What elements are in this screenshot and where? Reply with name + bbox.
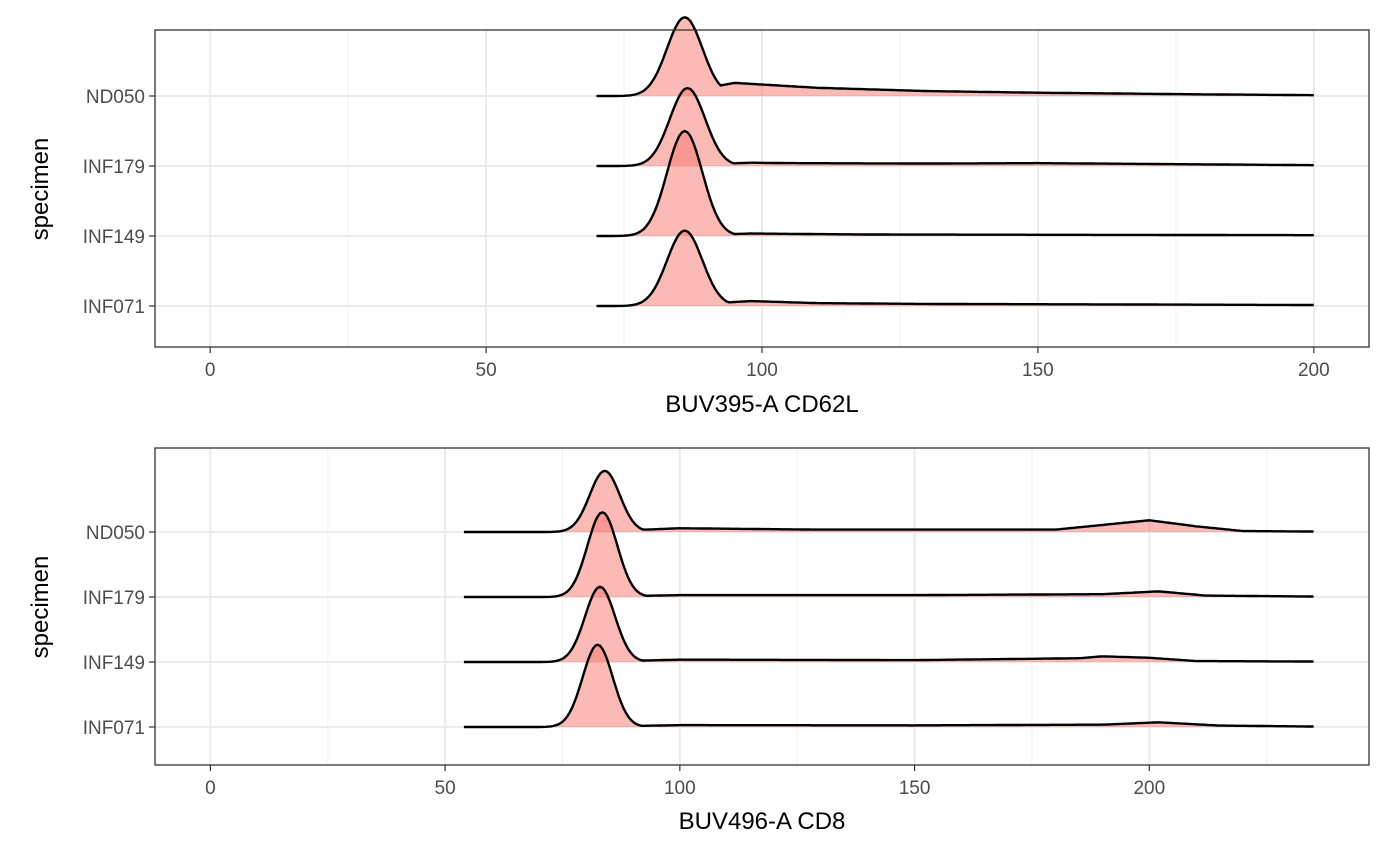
x-tick-label: 100	[746, 360, 778, 381]
panel-border	[154, 29, 1370, 348]
ridgeline-panel-cd8: 0 50 100 150 200 INF071 INF149 INF179 ND050 BUV4…	[27, 447, 1370, 835]
ridge-fill-inf149	[596, 131, 1314, 236]
x-tick-label: 200	[1298, 360, 1330, 381]
x-tick-label: 0	[205, 360, 216, 381]
y-tick-label-nd050: ND050	[86, 523, 145, 544]
x-axis-title: BUV496-A CD8	[679, 808, 846, 835]
ridgeline-panel-cd62l: 0 50 100 150 200 INF071 INF149 INF179 ND050 BUV3…	[27, 16, 1370, 418]
y-tick-label-inf071: INF071	[83, 297, 145, 318]
ridge-line-inf149	[596, 129, 1314, 238]
ridge-line-inf071	[463, 643, 1314, 729]
y-tick-label-inf149: INF149	[83, 227, 145, 248]
ridge-line-inf149	[463, 585, 1314, 664]
y-tick-label-inf179: INF179	[83, 588, 145, 609]
x-tick-label: 50	[476, 360, 497, 381]
y-tick-label-nd050: ND050	[86, 87, 145, 108]
ridge-line-nd050	[463, 469, 1314, 534]
y-axis-title: specimen	[27, 138, 54, 241]
x-axis-title: BUV395-A CD62L	[665, 391, 858, 418]
x-tick-label: 100	[664, 778, 696, 799]
ridge-line-nd050	[596, 16, 1314, 98]
x-tick-label: 200	[1133, 778, 1165, 799]
ridge-line-inf071	[596, 229, 1314, 308]
y-tick-label-inf179: INF179	[83, 157, 145, 178]
x-tick-label: 150	[1022, 360, 1054, 381]
ridge-fill-inf179	[596, 88, 1314, 166]
ridge-line-inf179	[596, 86, 1314, 168]
y-tick-label-inf149: INF149	[83, 653, 145, 674]
x-tick-label: 0	[205, 778, 216, 799]
panel-border	[154, 447, 1370, 766]
panel-background	[155, 448, 1369, 765]
y-tick-label-inf071: INF071	[83, 718, 145, 739]
x-tick-label: 150	[899, 778, 931, 799]
ridge-fill-inf071	[596, 230, 1314, 306]
x-tick-label: 50	[435, 778, 456, 799]
ridge-fill-nd050	[596, 17, 1314, 96]
ridge-line-inf179	[463, 511, 1314, 599]
y-axis-title: specimen	[27, 556, 54, 659]
